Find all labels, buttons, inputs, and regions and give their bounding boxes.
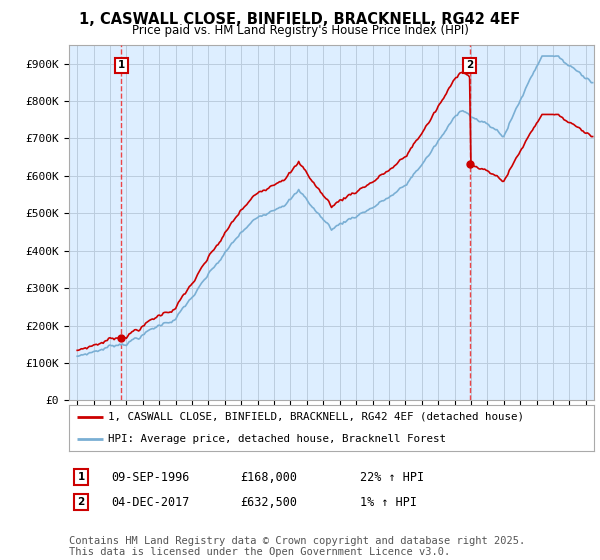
Text: HPI: Average price, detached house, Bracknell Forest: HPI: Average price, detached house, Brac… — [109, 434, 446, 444]
Text: 1, CASWALL CLOSE, BINFIELD, BRACKNELL, RG42 4EF: 1, CASWALL CLOSE, BINFIELD, BRACKNELL, R… — [79, 12, 521, 27]
Text: 09-SEP-1996: 09-SEP-1996 — [111, 470, 190, 484]
Text: 1: 1 — [77, 472, 85, 482]
Text: 2: 2 — [77, 497, 85, 507]
Text: 1% ↑ HPI: 1% ↑ HPI — [360, 496, 417, 509]
Text: 1: 1 — [118, 60, 125, 71]
Text: Contains HM Land Registry data © Crown copyright and database right 2025.
This d: Contains HM Land Registry data © Crown c… — [69, 535, 525, 557]
Text: Price paid vs. HM Land Registry's House Price Index (HPI): Price paid vs. HM Land Registry's House … — [131, 24, 469, 36]
Text: 1, CASWALL CLOSE, BINFIELD, BRACKNELL, RG42 4EF (detached house): 1, CASWALL CLOSE, BINFIELD, BRACKNELL, R… — [109, 412, 524, 422]
Text: £168,000: £168,000 — [240, 470, 297, 484]
Text: 04-DEC-2017: 04-DEC-2017 — [111, 496, 190, 509]
Text: £632,500: £632,500 — [240, 496, 297, 509]
Text: 22% ↑ HPI: 22% ↑ HPI — [360, 470, 424, 484]
Text: 2: 2 — [466, 60, 473, 71]
